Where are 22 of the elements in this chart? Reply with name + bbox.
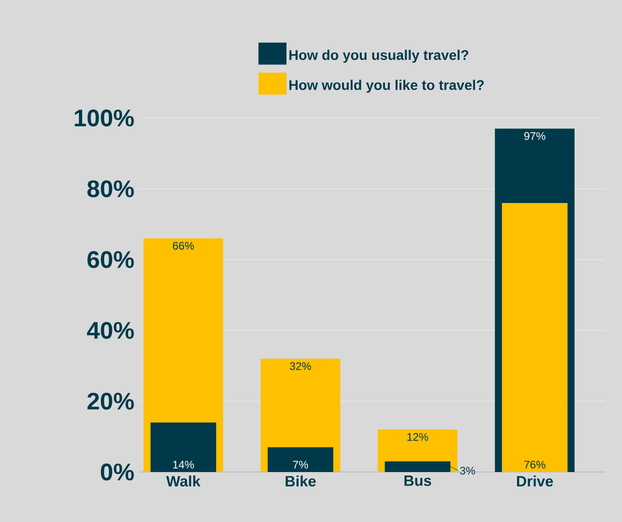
data-label: 14%: [173, 460, 194, 468]
data-label: 76%: [524, 460, 546, 468]
legend-label: How would you like to travel?: [289, 80, 484, 93]
bar: [268, 447, 334, 472]
data-label: 12%: [407, 433, 428, 441]
y-tick-label: 100%: [74, 110, 134, 126]
y-tick-label: 40%: [86, 322, 134, 339]
y-tick-label: 0%: [100, 464, 134, 480]
x-tick-label: Drive: [517, 476, 553, 486]
y-tick-label: 80%: [87, 180, 134, 198]
legend-label: How do you usually travel?: [289, 50, 468, 63]
y-tick-label: 20%: [87, 392, 134, 410]
y-tick-label: 60%: [88, 251, 134, 268]
data-label: 32%: [290, 362, 312, 370]
data-label: 97%: [524, 132, 546, 140]
x-tick-label: Bike: [286, 476, 316, 486]
x-tick-label: Bus: [404, 476, 432, 486]
x-tick-label: Walk: [166, 476, 201, 486]
data-label: 7%: [293, 460, 308, 468]
data-label: 66%: [172, 242, 194, 250]
bar: [150, 422, 216, 472]
data-label: 3%: [460, 466, 476, 475]
